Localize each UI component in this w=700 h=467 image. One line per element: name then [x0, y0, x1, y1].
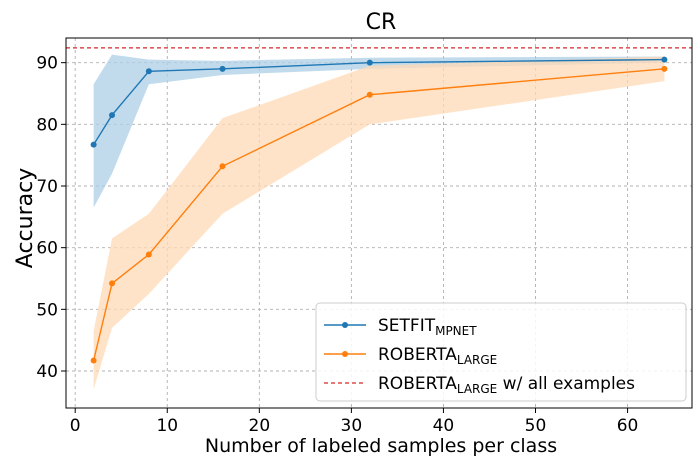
x-tick-label: 20 [249, 416, 271, 436]
setfit-point [109, 112, 116, 119]
series-lines [92, 58, 665, 361]
roberta-point [219, 163, 226, 170]
x-tick-label: 30 [341, 416, 363, 436]
y-tick-label: 40 [36, 362, 58, 382]
x-axis-title: Number of labeled samples per class [205, 435, 557, 457]
y-tick-label: 90 [36, 54, 58, 74]
roberta-point [145, 251, 152, 258]
roberta-point [661, 65, 668, 72]
setfit-point [661, 56, 668, 63]
legend-setfit-name: SETFIT [378, 316, 436, 336]
setfit-line [93, 58, 665, 146]
legend-box [315, 302, 687, 402]
legend-reference-suffix: w/ all examples [497, 374, 635, 394]
setfit-point [219, 65, 226, 72]
y-axis-ticks: 40 50 60 70 80 90 [36, 54, 66, 382]
roberta-point [109, 280, 116, 287]
setfit-point [90, 141, 97, 148]
y-tick-label: 60 [36, 239, 58, 259]
legend-setfit-subscript: MPNET [435, 324, 477, 338]
roberta-confidence-band [93, 56, 665, 390]
y-tick-label: 50 [36, 300, 58, 320]
x-tick-label: 60 [617, 416, 639, 436]
setfit-point [366, 59, 373, 66]
legend-roberta-subscript: LARGE [457, 353, 497, 367]
x-tick-label: 40 [433, 416, 455, 436]
roberta-point [90, 357, 97, 364]
legend-roberta-label: ROBERTALARGE [378, 345, 497, 367]
roberta-line [92, 68, 665, 361]
legend-setfit-marker [342, 322, 348, 328]
x-axis-ticks: 0 10 20 30 40 50 60 [70, 408, 639, 436]
legend-reference-label: ROBERTALARGE w/ all examples [378, 374, 635, 396]
y-tick-label: 70 [36, 177, 58, 197]
x-tick-label: 50 [525, 416, 547, 436]
chart-title: CR [366, 10, 397, 35]
y-tick-label: 80 [36, 115, 58, 135]
legend-roberta-name: ROBERTA [378, 345, 457, 365]
legend-setfit-label: SETFITMPNET [378, 316, 477, 338]
y-axis-title: Accuracy [13, 168, 38, 268]
setfit-point [145, 68, 152, 75]
x-tick-label: 10 [156, 416, 178, 436]
roberta-point [366, 91, 373, 98]
legend-reference-subscript: LARGE [457, 382, 497, 396]
x-tick-label: 0 [70, 416, 81, 436]
legend-reference-name: ROBERTA [378, 374, 457, 394]
series-points [90, 56, 668, 364]
plot-frame [65, 37, 693, 409]
legend-roberta-marker [342, 351, 348, 357]
